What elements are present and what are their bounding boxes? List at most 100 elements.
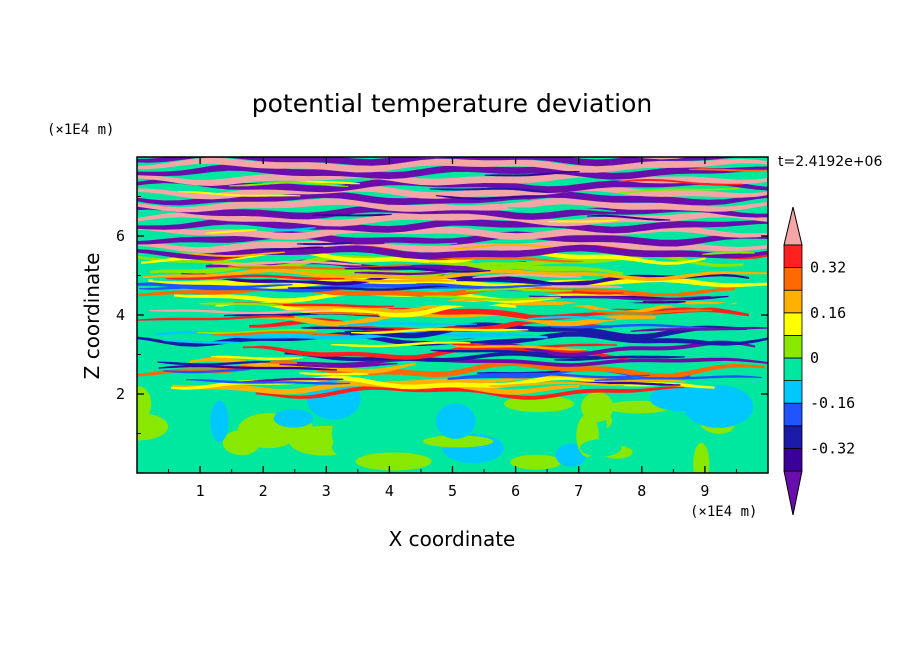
y-tick-label: 4 xyxy=(116,306,125,324)
contour-band xyxy=(299,372,369,376)
contour-band xyxy=(294,181,360,185)
y-tick-label: 2 xyxy=(116,385,125,403)
contour-band xyxy=(479,372,651,379)
contour-band xyxy=(528,295,711,301)
x-ticks: 1 2 3 4 5 6 7 8 9 xyxy=(168,157,737,500)
contour-band xyxy=(137,331,768,347)
contour-band xyxy=(344,266,491,273)
contour-band xyxy=(301,326,394,331)
y-tick-label: 6 xyxy=(116,227,125,245)
contour-cell xyxy=(331,411,362,455)
contour-band xyxy=(172,304,268,310)
colorbar-swatch xyxy=(783,244,803,269)
colorbar-label: 0.16 xyxy=(810,304,846,322)
contour-bands xyxy=(137,157,768,473)
contour-band xyxy=(384,242,458,246)
contour-band xyxy=(177,191,301,197)
contour-band xyxy=(419,335,542,342)
colorbar-swatch xyxy=(783,425,803,449)
contour-band xyxy=(225,315,729,330)
contour-cell xyxy=(435,403,476,439)
contour-band-low xyxy=(137,157,768,167)
x-tick-label: 3 xyxy=(322,482,331,500)
contour-band xyxy=(688,168,768,172)
contour-band xyxy=(428,261,563,267)
colorbar-swatch xyxy=(783,447,803,472)
contour-band xyxy=(196,329,317,335)
contour-band xyxy=(233,302,395,308)
contour-band xyxy=(507,207,616,212)
y-axis-label: Z coordinate xyxy=(80,253,104,380)
contour-band xyxy=(351,328,529,334)
contour-band xyxy=(263,227,316,231)
contour-band xyxy=(488,381,625,387)
x-axis-label: X coordinate xyxy=(389,527,516,551)
x-tick-label: 6 xyxy=(511,482,520,500)
contour-cell xyxy=(374,390,411,423)
contour-band xyxy=(310,311,379,316)
contour-band xyxy=(618,179,743,186)
contour-band xyxy=(178,243,768,261)
contour-band xyxy=(554,355,686,361)
contour-band-high xyxy=(137,157,768,173)
colorbar-swatch xyxy=(783,402,803,427)
contour-band xyxy=(149,309,333,315)
contour-band xyxy=(296,242,352,246)
colorbar-swatch xyxy=(783,267,803,291)
contour-band xyxy=(445,199,528,206)
contour-band xyxy=(212,260,362,266)
contour-band-high xyxy=(137,197,768,213)
contour-band xyxy=(527,315,617,320)
colorbar-label: 0 xyxy=(810,349,819,367)
contour-band xyxy=(563,381,681,386)
contour-band xyxy=(199,302,284,307)
contour-band xyxy=(158,364,337,371)
contour-band xyxy=(212,331,351,337)
contour-band xyxy=(205,229,257,234)
contour-band xyxy=(279,363,398,368)
contour-band xyxy=(155,330,548,340)
colorbar: 0.32 0.16 0 -0.16 -0.32 xyxy=(783,206,855,516)
contour-band xyxy=(142,268,768,281)
contour-band xyxy=(180,251,285,257)
contour-band-low xyxy=(137,205,768,220)
contour-band-low xyxy=(137,164,768,180)
contour-band xyxy=(163,368,250,374)
contour-band xyxy=(339,322,477,327)
contour-cell xyxy=(273,409,314,428)
contour-cell xyxy=(137,412,169,441)
y-unit-label: (×1E4 m) xyxy=(47,122,114,138)
contour-cell xyxy=(422,435,494,448)
contour-band xyxy=(435,256,584,263)
contour-band xyxy=(551,323,721,330)
contour-band xyxy=(166,274,345,280)
y-ticks: 2 4 6 xyxy=(116,196,768,434)
contour-band xyxy=(210,355,304,360)
colorbar-label: -0.32 xyxy=(810,439,855,457)
contour-band xyxy=(416,283,552,289)
contour-band xyxy=(312,213,392,217)
contour-band xyxy=(331,341,471,348)
contour-band xyxy=(563,300,644,306)
contour-band xyxy=(181,272,750,287)
contour-band xyxy=(284,351,602,362)
contour-band xyxy=(186,379,351,385)
contour-cell xyxy=(137,385,152,422)
x-tick-label: 8 xyxy=(637,482,646,500)
contour-band xyxy=(139,284,293,290)
contour-band xyxy=(478,340,756,357)
contour-band xyxy=(702,251,755,255)
colorbar-swatch xyxy=(783,357,803,382)
contour-band xyxy=(262,246,324,251)
contour-band xyxy=(430,349,548,355)
contour-band xyxy=(255,385,685,400)
x-tick-label: 1 xyxy=(196,482,205,500)
contour-band xyxy=(229,181,349,187)
contour-cell xyxy=(732,421,765,440)
contour-band-high xyxy=(137,212,768,227)
x-tick-label: 2 xyxy=(259,482,268,500)
contour-band xyxy=(472,273,582,279)
contour-band xyxy=(147,291,743,309)
contour-band xyxy=(246,297,737,315)
contour-band xyxy=(157,360,270,366)
